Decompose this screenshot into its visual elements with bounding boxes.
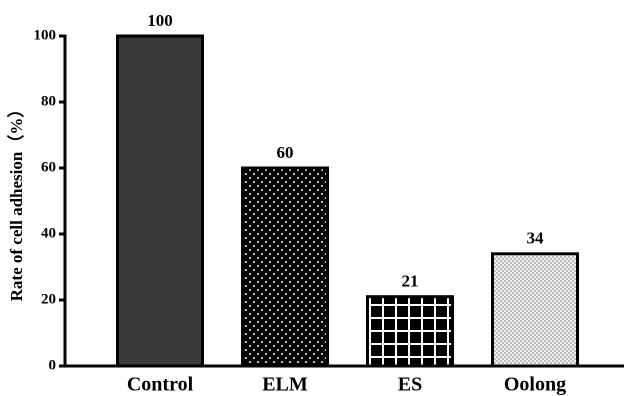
bar-pattern [369,298,451,365]
bar [116,34,204,368]
bar-pattern [494,255,576,365]
x-tick-label: ES [398,374,422,396]
y-tick-label: 0 [49,357,57,373]
y-tick-label: 20 [41,291,56,307]
y-tick-label: 100 [34,27,57,43]
y-axis-label: Rate of cell adhesion（%） [6,101,26,302]
value-label: 21 [402,272,419,291]
y-tick-label: 60 [41,159,56,175]
y-tick-label: 80 [41,93,56,109]
x-tick-label: Oolong [504,374,566,396]
x-tick-label: ELM [262,374,308,396]
value-label: 60 [277,143,294,162]
bar-pattern [244,169,326,365]
value-label: 34 [527,229,545,248]
y-tick-label: 40 [41,225,56,241]
x-tick-label: Control [127,374,194,396]
value-label: 100 [147,11,173,30]
